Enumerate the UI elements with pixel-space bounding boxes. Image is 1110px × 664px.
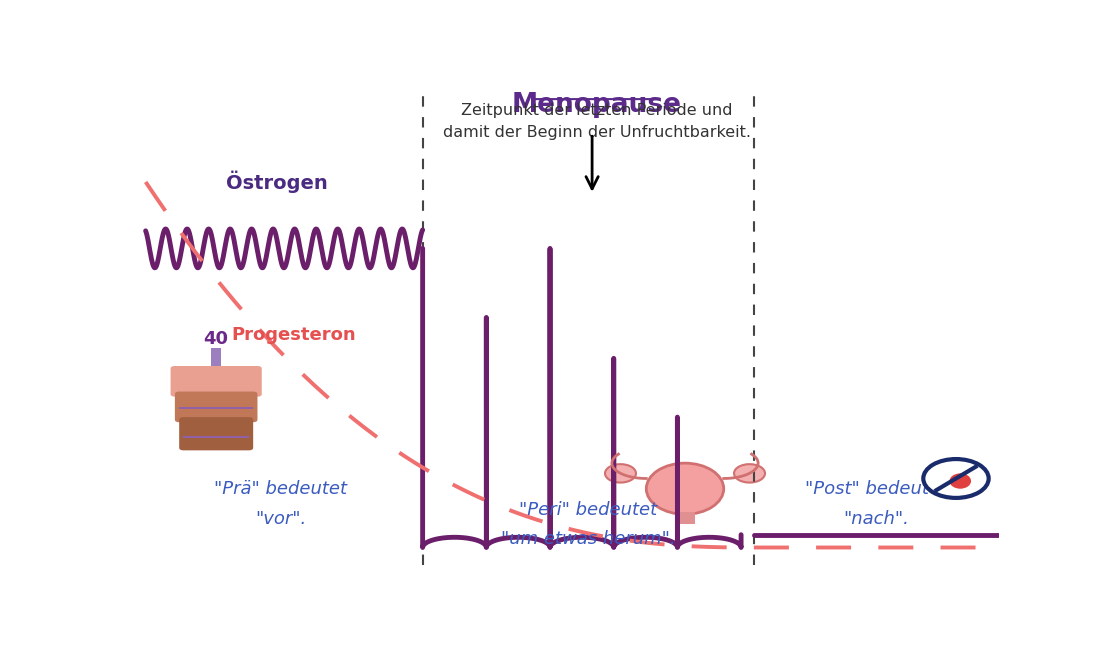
Text: Zeitpunkt der letzten Periode und
damit der Beginn der Unfruchtbarkeit.: Zeitpunkt der letzten Periode und damit … — [443, 103, 750, 140]
Circle shape — [605, 464, 636, 483]
Circle shape — [734, 464, 765, 483]
Text: Progesteron: Progesteron — [231, 326, 356, 345]
Ellipse shape — [949, 473, 971, 489]
Text: Östrogen: Östrogen — [225, 171, 327, 193]
Bar — [675, 512, 695, 525]
Bar — [211, 348, 221, 369]
Text: Menopause: Menopause — [512, 92, 682, 118]
Text: "Peri" bedeutet
"um etwas herum".: "Peri" bedeutet "um etwas herum". — [501, 501, 676, 548]
Bar — [179, 408, 253, 410]
Bar — [183, 436, 249, 438]
Circle shape — [924, 459, 989, 498]
Text: "Post" bedeutet
"nach".: "Post" bedeutet "nach". — [806, 481, 948, 528]
FancyBboxPatch shape — [175, 392, 258, 422]
Text: 40: 40 — [203, 330, 229, 348]
FancyBboxPatch shape — [179, 417, 253, 450]
FancyBboxPatch shape — [171, 366, 262, 396]
Text: "Prä" bedeutet
"vor".: "Prä" bedeutet "vor". — [214, 481, 347, 528]
Ellipse shape — [646, 463, 724, 514]
